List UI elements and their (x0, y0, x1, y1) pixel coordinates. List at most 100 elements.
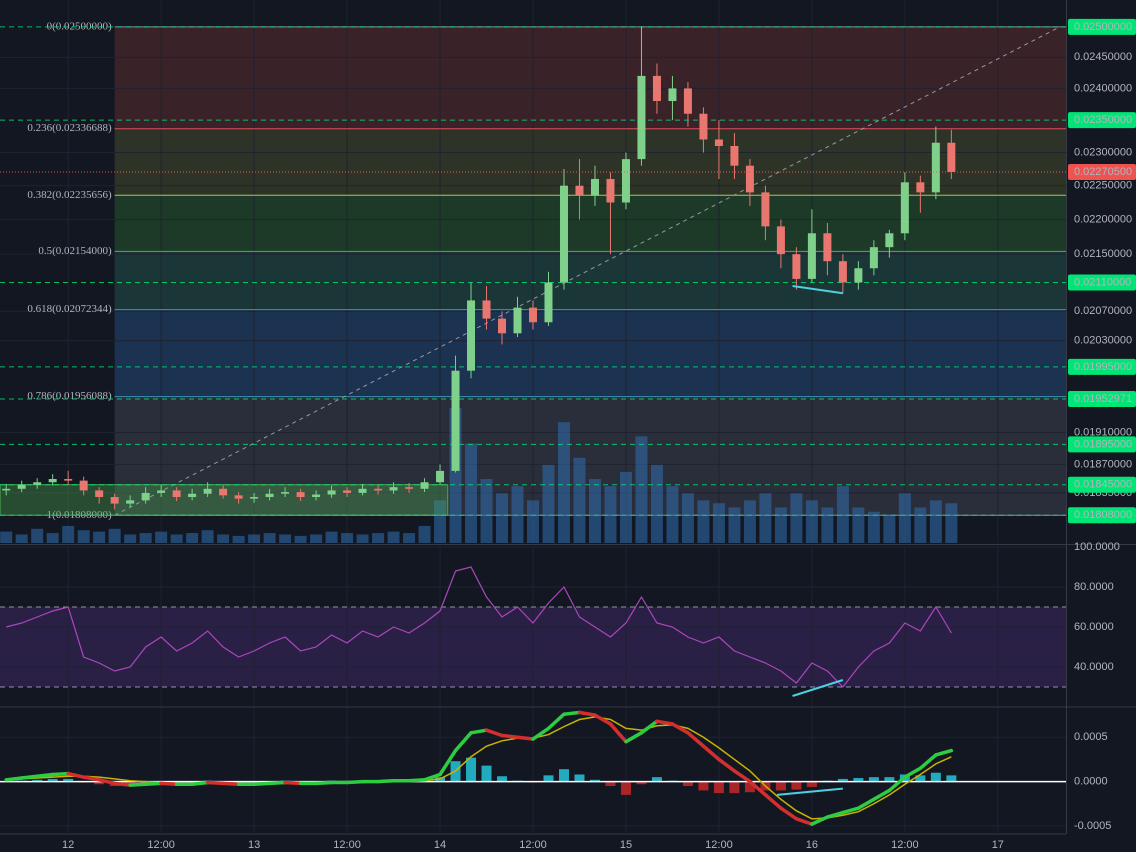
x-tick-label: 12:00 (705, 839, 733, 851)
macd-histogram-bar (698, 781, 709, 791)
macd-line-segment (190, 780, 210, 786)
macd-line-segment (624, 731, 644, 744)
volume-bar (186, 533, 199, 543)
divergence-line (776, 787, 843, 796)
fib-label: 0.5(0.02154000) (38, 245, 112, 257)
candle-body (900, 182, 909, 234)
volume-bar (883, 514, 896, 543)
volume-bar (619, 471, 632, 543)
macd-line-segment (546, 712, 566, 731)
y-tick-label: 60.0000 (1074, 621, 1114, 633)
x-tick-label: 12:00 (519, 839, 547, 851)
price-line-label: 0.02500000 (1074, 21, 1132, 33)
volume-bar (666, 486, 679, 543)
divergence-line (792, 679, 844, 697)
volume-bar (294, 535, 307, 543)
volume-bar (774, 507, 787, 543)
x-tick-label: 14 (434, 839, 446, 851)
macd-line-segment (97, 778, 117, 786)
volume-bar (418, 525, 431, 543)
price-line-label-bg (1068, 18, 1136, 35)
macd-histogram-bar (946, 775, 957, 782)
macd-histogram-bar (47, 778, 58, 782)
candle-body (436, 470, 445, 483)
macd-line-segment (500, 733, 520, 740)
candle-body (668, 88, 677, 102)
volume-bar (604, 486, 617, 543)
macd-line-segment (143, 781, 163, 786)
candle-body (296, 492, 305, 498)
macd-line-segment (748, 779, 768, 797)
y-tick-label: 0.01910000 (1074, 426, 1132, 438)
macd-histogram-bar (744, 781, 755, 793)
candle-body (498, 318, 507, 334)
candle-body (637, 75, 646, 160)
volume-bar (108, 528, 121, 543)
y-tick-label: 0.0005 (1074, 731, 1108, 743)
volume-bar (743, 500, 756, 543)
volume-bar (0, 531, 13, 543)
macd-histogram-bar (915, 775, 926, 782)
volume-bar (480, 479, 493, 543)
candle-body (807, 233, 816, 279)
volume-bar (15, 534, 28, 543)
candle-body (823, 233, 832, 262)
candle-body (2, 488, 11, 491)
volume-bar (77, 530, 90, 543)
candle-body (916, 182, 925, 193)
candle-body (699, 113, 708, 140)
y-tick-label: 0.02150000 (1074, 248, 1132, 260)
volume-bar (573, 457, 586, 543)
price-line-label-bg (1068, 476, 1136, 493)
x-tick-label: 17 (992, 839, 1004, 851)
candle-body (188, 493, 197, 498)
candle-body (126, 500, 135, 504)
y-tick-label: 0.02070000 (1074, 305, 1132, 317)
candle-body (141, 492, 150, 501)
rsi-line (6, 566, 952, 688)
macd-histogram-bar (466, 757, 477, 782)
volume-bar (728, 507, 741, 543)
volume-bar (232, 535, 245, 543)
y-tick-label: 0.02200000 (1074, 213, 1132, 225)
candle-body (389, 487, 398, 491)
macd-histogram-bar (558, 769, 569, 782)
macd-line-segment (469, 728, 489, 735)
candle-body (33, 482, 42, 485)
candle-body (234, 495, 243, 499)
candle-body (838, 261, 847, 283)
divergence-line (792, 285, 844, 295)
macd-line-segment (19, 774, 39, 780)
fib-label: 0.618(0.02072344) (27, 303, 112, 315)
macd-line-segment (655, 719, 675, 726)
volume-bar (139, 533, 152, 543)
candle-body (203, 488, 212, 494)
candle-body (327, 490, 336, 495)
volume-bar (155, 531, 168, 543)
volume-bar (372, 533, 385, 543)
price-line-label-bg (1068, 436, 1136, 453)
macd-histogram-bar (620, 781, 631, 795)
candle-body (730, 145, 739, 166)
volume-bar (588, 479, 601, 543)
macd-line-segment (794, 817, 814, 826)
y-tick-label: 0.02300000 (1074, 146, 1132, 158)
price-line-label: 0.01995000 (1074, 361, 1132, 373)
candle-body (467, 300, 476, 371)
macd-line-segment (717, 757, 737, 773)
volume-bar (542, 464, 555, 543)
macd-histogram-bar (63, 778, 74, 782)
macd-line-segment (376, 778, 396, 784)
candle-body (947, 142, 956, 172)
macd-histogram-bar (853, 778, 864, 782)
candle-body (219, 488, 228, 496)
price-line-label: 0.01845000 (1074, 479, 1132, 491)
price-line-label-bg (1068, 358, 1136, 375)
volume-bar (62, 525, 75, 543)
candle-body (544, 282, 553, 323)
volume-bar (635, 436, 648, 543)
macd-line-segment (918, 753, 938, 771)
volume-bar (759, 493, 772, 543)
macd-histogram-bar (837, 778, 848, 782)
